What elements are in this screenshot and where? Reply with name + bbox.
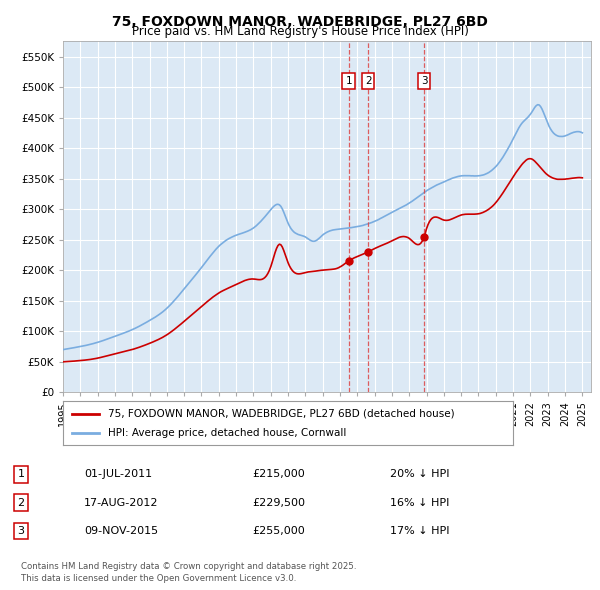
Text: Price paid vs. HM Land Registry's House Price Index (HPI): Price paid vs. HM Land Registry's House … [131, 25, 469, 38]
Text: 17% ↓ HPI: 17% ↓ HPI [390, 526, 449, 536]
Text: 75, FOXDOWN MANOR, WADEBRIDGE, PL27 6BD (detached house): 75, FOXDOWN MANOR, WADEBRIDGE, PL27 6BD … [108, 409, 455, 418]
Text: 17-AUG-2012: 17-AUG-2012 [84, 498, 158, 507]
Text: 16% ↓ HPI: 16% ↓ HPI [390, 498, 449, 507]
Text: £255,000: £255,000 [252, 526, 305, 536]
Text: £215,000: £215,000 [252, 470, 305, 479]
Text: 01-JUL-2011: 01-JUL-2011 [84, 470, 152, 479]
Text: 2: 2 [365, 76, 371, 86]
Text: 20% ↓ HPI: 20% ↓ HPI [390, 470, 449, 479]
Text: 1: 1 [346, 76, 352, 86]
Text: 75, FOXDOWN MANOR, WADEBRIDGE, PL27 6BD: 75, FOXDOWN MANOR, WADEBRIDGE, PL27 6BD [112, 15, 488, 29]
Text: Contains HM Land Registry data © Crown copyright and database right 2025.: Contains HM Land Registry data © Crown c… [21, 562, 356, 571]
Text: 09-NOV-2015: 09-NOV-2015 [84, 526, 158, 536]
Text: HPI: Average price, detached house, Cornwall: HPI: Average price, detached house, Corn… [108, 428, 346, 438]
Text: 3: 3 [421, 76, 427, 86]
Text: 1: 1 [17, 470, 25, 479]
Text: 3: 3 [17, 526, 25, 536]
Text: £229,500: £229,500 [252, 498, 305, 507]
Text: This data is licensed under the Open Government Licence v3.0.: This data is licensed under the Open Gov… [21, 574, 296, 583]
Text: 2: 2 [17, 498, 25, 507]
